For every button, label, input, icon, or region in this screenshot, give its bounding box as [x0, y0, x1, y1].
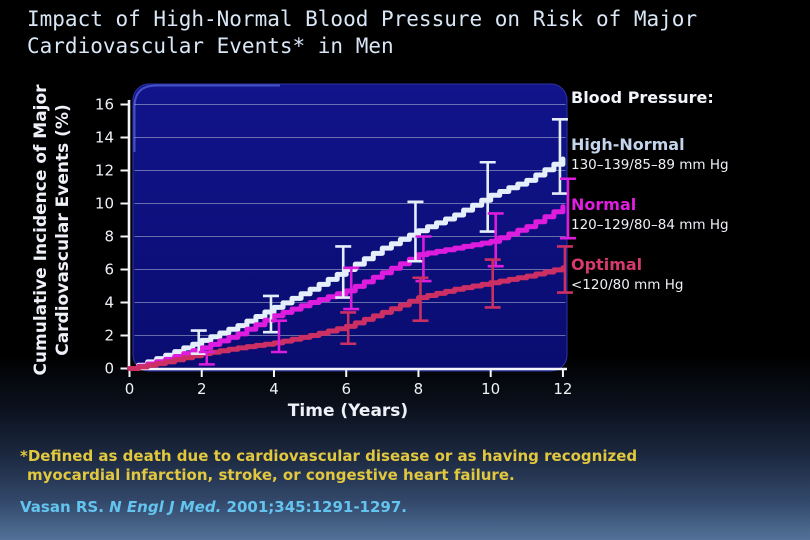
y-tick-label: 4	[104, 294, 114, 312]
error-bar-normal	[198, 350, 215, 366]
citation-journal: N Engl J Med.	[109, 498, 227, 516]
error-bar-high-normal	[551, 118, 568, 195]
error-bar-high-normal	[479, 160, 496, 233]
title-line-2: Cardiovascular Events* in Men	[27, 34, 394, 58]
y-tick-label: 2	[104, 327, 114, 345]
legend-item-value: 120–129/80–84 mm Hg	[571, 217, 729, 233]
y-tick-label: 8	[104, 228, 114, 246]
y-tick-label: 12	[95, 162, 114, 180]
y-tick-label: 10	[95, 195, 114, 213]
error-bar-high-normal	[190, 329, 207, 355]
error-bar-normal	[270, 319, 287, 354]
series-line-normal	[127, 204, 566, 371]
x-tick-label: 0	[125, 380, 135, 398]
legend-title: Blood Pressure:	[571, 88, 714, 107]
x-tick-label: 2	[197, 380, 207, 398]
error-bar-high-normal	[262, 294, 279, 334]
error-bar-normal	[415, 235, 432, 283]
citation-ref: 2001;345:1291-1297.	[226, 498, 407, 516]
footnote-line-2: myocardial infarction, stroke, or conges…	[27, 466, 515, 484]
citation-author: Vasan RS.	[20, 498, 110, 516]
legend-item-normal: Normal 120–129/80–84 mm Hg	[571, 195, 803, 234]
error-bar-normal	[487, 212, 504, 268]
legend-item-high-normal: High-Normal 130–139/85–89 mm Hg	[571, 135, 803, 174]
error-bar-normal	[559, 177, 576, 240]
legend-item-label: High-Normal	[571, 135, 685, 154]
y-tick-label: 0	[104, 360, 114, 378]
error-bar-optimal	[556, 245, 573, 294]
y-tick-label: 6	[104, 261, 114, 279]
footnote-line-1: *Defined as death due to cardiovascular …	[20, 447, 638, 465]
y-tick-label: 16	[95, 96, 114, 114]
error-bar-optimal	[484, 258, 501, 309]
error-bar-high-normal	[335, 245, 352, 299]
series-line-high-normal	[127, 156, 566, 371]
x-axis-label: Time (Years)	[287, 401, 409, 421]
error-bar-high-normal	[407, 200, 424, 263]
citation: Vasan RS. N Engl J Med. 2001;345:1291-12…	[20, 498, 407, 516]
legend: Blood Pressure: High-Normal 130–139/85–8…	[571, 88, 803, 315]
legend-item-label: Normal	[571, 195, 637, 214]
footnote: *Defined as death due to cardiovascular …	[20, 447, 637, 485]
x-tick-label: 4	[269, 380, 279, 398]
legend-item-value: <120/80 mm Hg	[571, 277, 684, 293]
legend-item-optimal: Optimal <120/80 mm Hg	[571, 255, 803, 294]
error-bar-optimal	[412, 276, 429, 322]
legend-item-value: 130–139/85–89 mm Hg	[571, 157, 729, 173]
x-tick-label: 8	[414, 380, 424, 398]
x-tick-label: 6	[341, 380, 351, 398]
x-tick-label: 12	[553, 380, 572, 398]
error-bar-normal	[343, 266, 360, 311]
title-line-1: Impact of High-Normal Blood Pressure on …	[27, 7, 698, 31]
slide-title: Impact of High-Normal Blood Pressure on …	[27, 6, 697, 60]
y-tick-label: 14	[95, 129, 114, 147]
plot-area-highlight	[133, 84, 280, 152]
x-tick-label: 10	[481, 380, 500, 398]
error-bar-optimal	[340, 311, 357, 346]
legend-item-label: Optimal	[571, 255, 643, 274]
